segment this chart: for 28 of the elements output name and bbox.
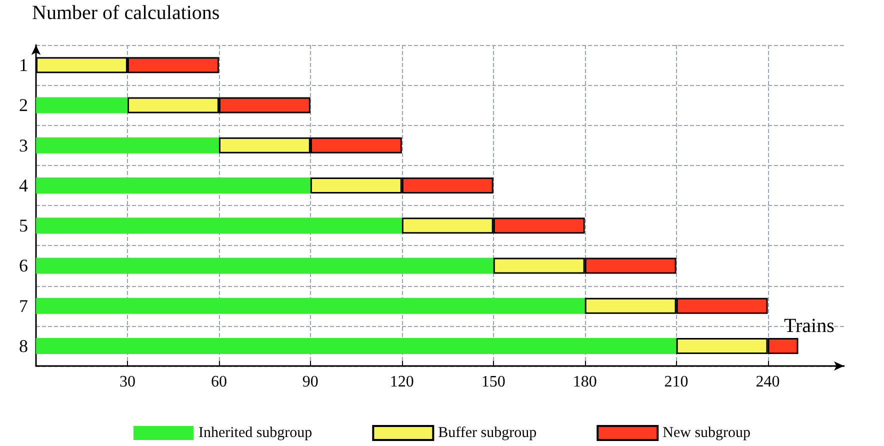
y-tick-label: 7 [19, 296, 28, 316]
legend-label: New subgroup [662, 425, 751, 441]
y-tick-label: 2 [19, 95, 28, 116]
bar [36, 177, 310, 194]
legend-label: Inherited subgroup [198, 425, 312, 441]
bar [36, 97, 128, 114]
y-tick-label: 8 [19, 336, 28, 356]
bar [36, 137, 219, 154]
y-tick-label: 4 [19, 175, 28, 196]
x-tick-label: 90 [302, 374, 318, 390]
y-tick-label: 1 [19, 55, 28, 76]
y-tick-label: 3 [19, 135, 28, 156]
y-tick-label: 6 [19, 256, 28, 276]
bar [36, 298, 585, 314]
x-tick-label: 240 [756, 374, 780, 390]
x-axis-title: Trains [784, 315, 835, 337]
x-tick-label: 210 [664, 374, 688, 390]
x-tick-label: 30 [119, 374, 136, 390]
bar [36, 218, 402, 234]
x-tick-label: 60 [210, 374, 227, 390]
bar [36, 338, 676, 354]
x-tick-label: 180 [572, 374, 597, 390]
y-tick-label: 5 [19, 216, 28, 236]
legend-label: Buffer subgroup [438, 425, 537, 441]
bar [36, 258, 494, 274]
x-tick-label: 120 [390, 374, 414, 390]
x-tick-label: 150 [481, 374, 506, 390]
y-axis-title: Number of calculations [32, 2, 220, 24]
